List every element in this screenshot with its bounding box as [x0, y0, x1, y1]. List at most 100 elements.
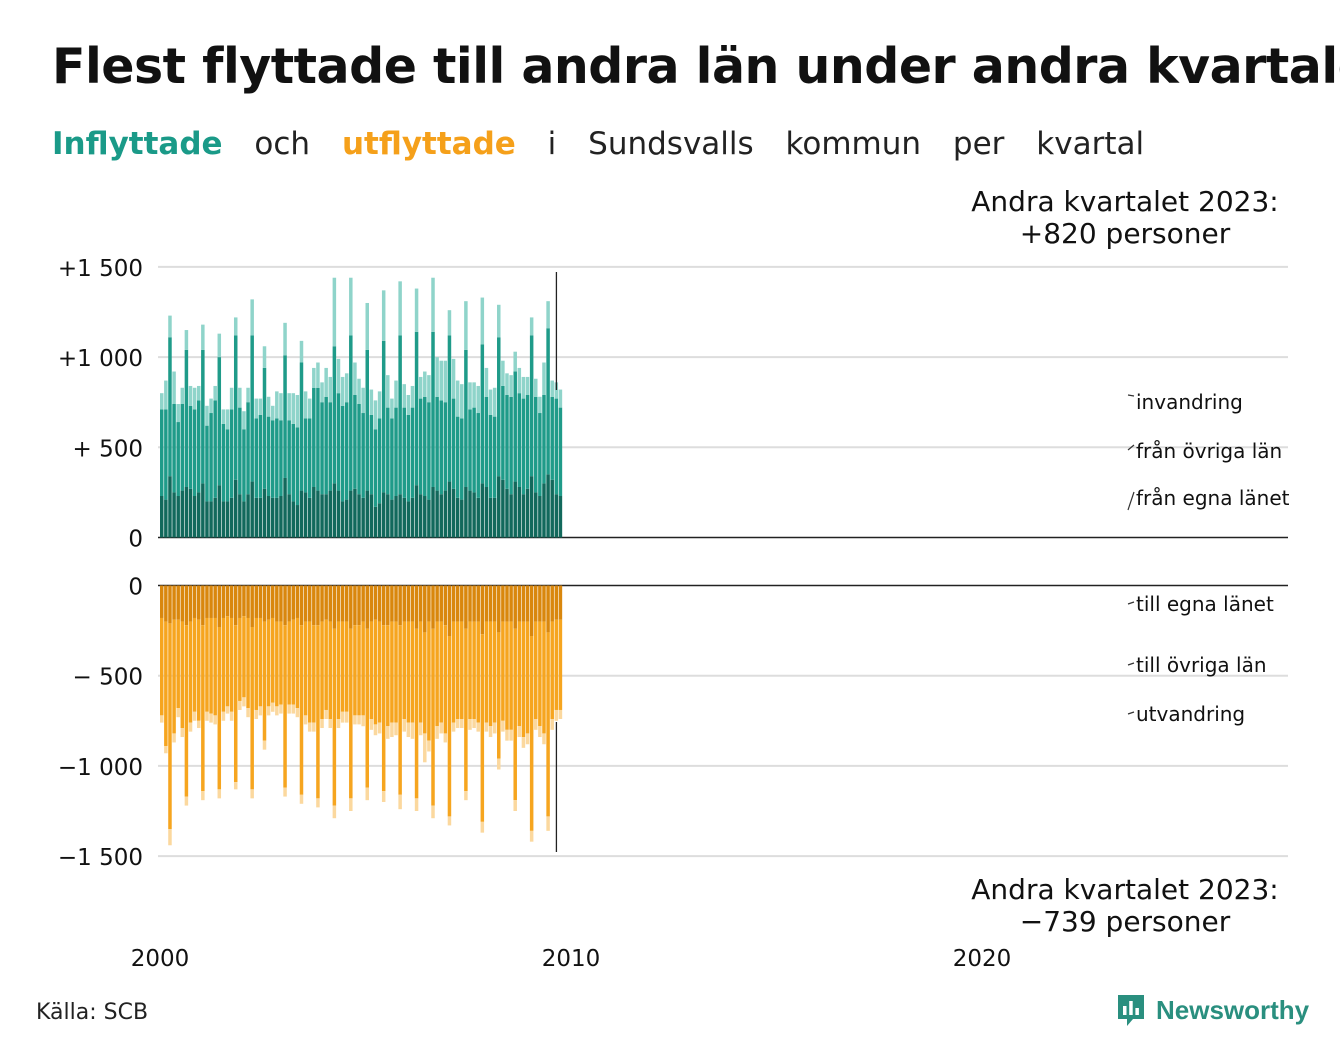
bar-inflow-segment: [472, 407, 476, 493]
bar-outflow-segment: [542, 621, 546, 734]
bar-inflow-segment: [501, 385, 505, 480]
bar-outflow-segment: [369, 585, 374, 622]
bar-inflow-segment: [369, 414, 374, 495]
bar-outflow-segment: [221, 585, 226, 618]
bar-outflow-segment: [324, 619, 328, 710]
bar-outflow-segment: [225, 616, 230, 707]
bar-inflow-segment: [242, 411, 246, 430]
bar-outflow-segment: [160, 617, 164, 716]
bar-inflow-segment: [324, 396, 328, 495]
bar-outflow-segment: [517, 621, 522, 727]
bar-outflow-segment: [497, 758, 501, 770]
bar-outflow-segment: [386, 585, 390, 626]
bar-outflow-segment: [312, 625, 316, 723]
bar-outflow-segment: [324, 709, 328, 719]
bar-inflow-segment: [344, 402, 349, 500]
bar-outflow-segment: [184, 585, 189, 626]
bar-outflow-segment: [353, 585, 357, 626]
bar-inflow-segment: [184, 330, 189, 350]
bar-outflow-segment: [443, 585, 448, 626]
bar-outflow-segment: [472, 621, 476, 719]
bar-outflow-segment: [435, 621, 439, 727]
bar-outflow-segment: [336, 585, 341, 622]
bar-inflow-segment: [340, 376, 345, 406]
bar-outflow-segment: [283, 585, 287, 626]
bar-outflow-segment: [213, 585, 217, 618]
bar-inflow-segment: [320, 402, 324, 495]
bar-inflow-segment: [521, 398, 526, 495]
bar-outflow-segment: [357, 625, 361, 716]
bar-outflow-segment: [168, 829, 172, 846]
bar-outflow-segment: [192, 617, 197, 712]
bar-outflow-segment: [414, 585, 419, 629]
bar-outflow-segment: [538, 585, 542, 622]
bar-outflow-segment: [357, 715, 361, 725]
bar-inflow-segment: [320, 382, 324, 403]
bar-inflow-segment: [509, 396, 513, 495]
bar-outflow-segment: [464, 585, 468, 629]
bar-inflow-segment: [250, 481, 254, 538]
source-note: Källa: SCB: [36, 1000, 149, 1025]
bar-outflow-segment: [192, 585, 197, 618]
bar-inflow-segment: [394, 380, 398, 408]
bar-outflow-segment: [455, 621, 460, 719]
bar-outflow-segment: [534, 585, 538, 622]
bar-inflow-segment: [509, 375, 513, 397]
bar-outflow-segment: [447, 585, 452, 637]
bar-inflow-segment: [233, 317, 238, 336]
bar-outflow-segment: [377, 621, 382, 723]
bar-inflow-segment: [480, 344, 485, 484]
bar-outflow-segment: [488, 585, 493, 622]
bar-inflow-segment: [406, 414, 411, 502]
bar-outflow-segment: [213, 715, 217, 725]
bar-outflow-segment: [196, 585, 201, 620]
bar-outflow-segment: [410, 621, 415, 723]
bar-inflow-segment: [328, 490, 333, 538]
bar-inflow-segment: [184, 349, 189, 487]
bar-outflow-segment: [361, 715, 365, 727]
bar-inflow-segment: [468, 409, 472, 491]
bar-outflow-segment: [262, 621, 267, 741]
bar-inflow-segment: [229, 497, 234, 538]
bar-outflow-segment: [332, 805, 337, 819]
bar-inflow-segment: [258, 398, 263, 415]
bar-inflow-segment: [328, 376, 333, 403]
bar-inflow-segment: [221, 501, 226, 538]
bar-inflow-segment: [225, 409, 230, 430]
bar-inflow-segment: [435, 490, 439, 538]
bar-inflow-segment: [460, 499, 464, 538]
bar-inflow-segment: [521, 376, 526, 399]
bar-outflow-segment: [344, 711, 349, 723]
bar-outflow-segment: [168, 623, 172, 830]
bar-outflow-segment: [303, 715, 308, 725]
bar-outflow-segment: [336, 621, 341, 719]
bar-outflow-segment: [217, 789, 222, 799]
bar-inflow-segment: [279, 496, 283, 538]
bar-inflow-segment: [460, 384, 464, 419]
bar-inflow-segment: [492, 416, 497, 498]
bar-inflow-segment: [410, 497, 415, 538]
bar-inflow-segment: [447, 481, 452, 538]
bar-outflow-segment: [369, 621, 374, 719]
bar-inflow-segment: [283, 355, 287, 478]
bar-inflow-segment: [291, 393, 296, 424]
bar-inflow-segment: [324, 494, 328, 538]
bar-inflow-segment: [213, 385, 217, 401]
bar-inflow-segment: [332, 346, 337, 484]
bar-inflow-segment: [307, 418, 312, 498]
bar-inflow-segment: [275, 418, 279, 498]
bar-inflow-segment: [246, 402, 250, 495]
bar-inflow-segment: [554, 398, 559, 495]
bar-outflow-segment: [258, 706, 263, 716]
bar-inflow-segment: [303, 418, 308, 493]
bar-outflow-segment: [484, 585, 489, 622]
bar-inflow-segment: [488, 497, 493, 538]
bar-inflow-segment: [291, 423, 296, 502]
bar-outflow-segment: [349, 798, 353, 811]
bar-outflow-segment: [250, 626, 254, 790]
bar-inflow-segment: [517, 486, 522, 538]
bar-outflow-segment: [460, 621, 464, 719]
bar-outflow-segment: [180, 621, 185, 729]
bar-outflow-segment: [513, 628, 517, 801]
bar-outflow-segment: [414, 798, 419, 811]
